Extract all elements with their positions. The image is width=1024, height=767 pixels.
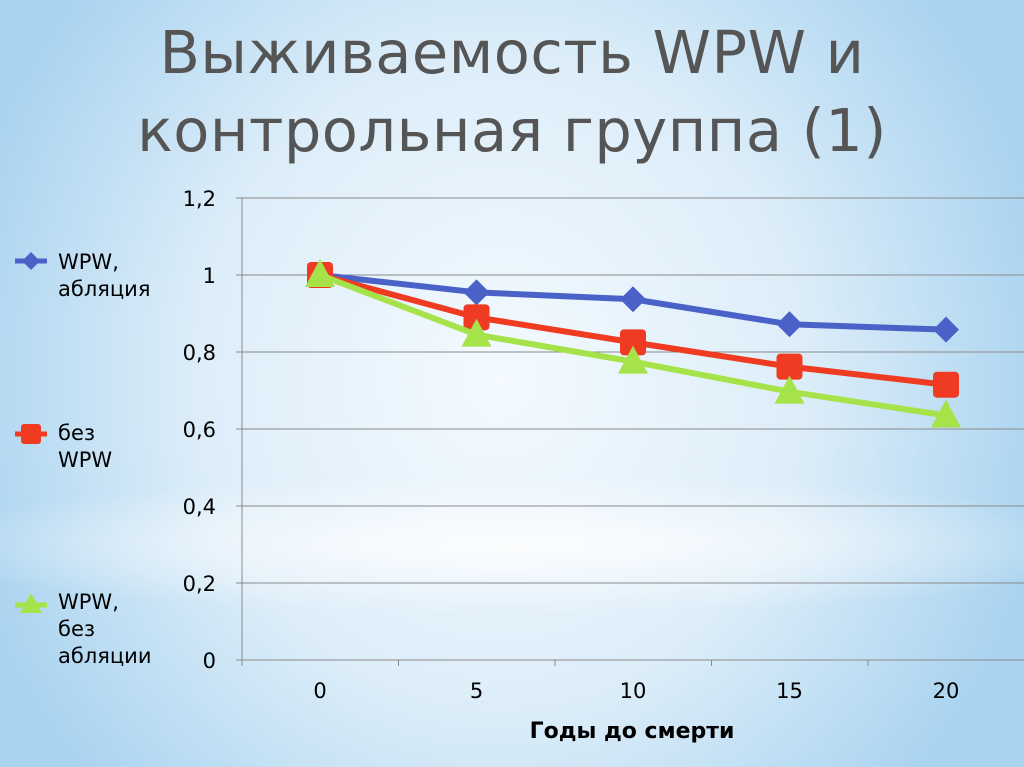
x-tick-label: 5 bbox=[470, 679, 483, 703]
diamond-marker-icon bbox=[15, 252, 47, 270]
legend-label: WPW, без абляции bbox=[58, 590, 152, 668]
y-tick-label: 0,8 bbox=[183, 341, 216, 365]
legend-label: WPW, абляция bbox=[58, 250, 151, 301]
triangle-marker-icon bbox=[15, 593, 47, 613]
data-point-triangle bbox=[774, 375, 805, 404]
data-point-triangle bbox=[931, 399, 961, 428]
data-point-triangle bbox=[305, 259, 335, 287]
data-point-square bbox=[933, 371, 959, 398]
data-point-diamond bbox=[776, 311, 803, 338]
y-tick-label: 1,2 bbox=[183, 187, 216, 211]
y-tick-label: 0 bbox=[203, 649, 216, 673]
data-point-triangle bbox=[618, 345, 648, 374]
data-point-diamond bbox=[620, 286, 646, 313]
x-axis-title: Годы до смерти bbox=[530, 719, 735, 744]
y-tick-label: 0,4 bbox=[183, 495, 216, 519]
data-point-square bbox=[463, 304, 490, 331]
legend-label: без WPW bbox=[58, 421, 113, 472]
x-tick-label: 10 bbox=[620, 679, 647, 703]
data-point-triangle bbox=[461, 318, 492, 347]
square-marker-icon bbox=[15, 424, 47, 444]
x-tick-label: 20 bbox=[933, 679, 960, 703]
title-line-2: контрольная группа (1) bbox=[137, 96, 887, 165]
x-tick-label: 0 bbox=[313, 679, 326, 703]
y-tick-label: 0,2 bbox=[183, 572, 216, 596]
y-tick-label: 0,6 bbox=[183, 418, 216, 442]
title-line-1: Выживаемость WPW и bbox=[159, 18, 865, 87]
data-point-square bbox=[776, 353, 803, 380]
x-tick-label: 15 bbox=[776, 679, 803, 703]
data-point-diamond bbox=[463, 279, 490, 306]
data-point-diamond bbox=[933, 316, 959, 343]
y-tick-label: 1 bbox=[203, 264, 216, 288]
data-point-square bbox=[620, 329, 646, 356]
page-title: Выживаемость WPW и контрольная группа (1… bbox=[0, 14, 1024, 170]
